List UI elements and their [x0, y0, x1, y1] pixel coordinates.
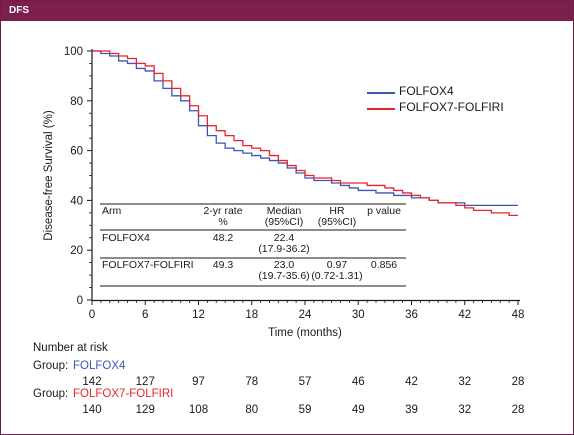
stats-table-header: HR	[329, 205, 345, 217]
risk-count: 39	[405, 404, 418, 416]
risk-count: 59	[298, 404, 312, 416]
risk-count: 32	[458, 404, 472, 416]
risk-count: 28	[511, 404, 525, 416]
risk-count: 46	[351, 376, 365, 388]
stats-table-header: Median	[267, 205, 302, 217]
x-tick-label: 0	[89, 309, 95, 321]
legend-label-1: FOLFOX4	[399, 84, 454, 98]
risk-count: 57	[298, 376, 312, 388]
stats-table-cell: (17.9-36.2)	[258, 243, 309, 255]
risk-count: 80	[245, 404, 259, 416]
y-tick-label: 40	[70, 195, 83, 207]
risk-count: 42	[405, 376, 418, 388]
stats-table-cell: 0.856	[371, 259, 397, 271]
stats-table-cell: 23.0	[274, 259, 295, 271]
figure-header: DFS	[1, 1, 573, 21]
stats-table-cell: 22.4	[274, 232, 295, 244]
x-tick-label: 36	[405, 309, 418, 321]
km-curve-1	[92, 50, 518, 207]
stats-table-cell: 49.3	[213, 259, 234, 271]
risk-group-prefix-2: Group:	[33, 388, 69, 400]
y-tick-label: 20	[70, 245, 83, 257]
risk-group-name-2: FOLFOX7-FOLFIRI	[73, 388, 174, 400]
stats-table-cell: (0.72-1.31)	[311, 270, 362, 282]
risk-group-prefix-1: Group:	[33, 360, 69, 372]
risk-count: 127	[135, 376, 155, 388]
risk-count: 49	[351, 404, 365, 416]
y-tick-label: 80	[70, 96, 83, 108]
x-tick-label: 12	[192, 309, 205, 321]
risk-count: 78	[245, 376, 259, 388]
risk-count: 32	[458, 376, 472, 388]
x-tick-label: 30	[352, 309, 365, 321]
risk-count: 97	[192, 376, 205, 388]
risk-count: 28	[511, 376, 525, 388]
legend-label-2: FOLFOX7-FOLFIRI	[399, 100, 504, 114]
stats-table-cell: 48.2	[213, 232, 234, 244]
x-tick-label: 42	[458, 309, 471, 321]
figure-title: DFS	[9, 5, 29, 16]
y-axis-label: Disease-free Survival (%)	[43, 110, 55, 241]
x-axis-label: Time (months)	[268, 327, 342, 339]
x-tick-label: 48	[512, 309, 525, 321]
y-tick-label: 0	[77, 295, 83, 307]
x-tick-label: 6	[142, 309, 148, 321]
stats-table-header: p value	[367, 205, 401, 217]
risk-table-title: Number at risk	[33, 342, 108, 354]
stats-table-header: %	[218, 216, 227, 228]
risk-count: 108	[188, 404, 209, 416]
km-curve-2	[92, 50, 518, 216]
y-tick-label: 100	[64, 46, 83, 58]
y-tick-label: 60	[70, 146, 83, 158]
legend-swatch-2	[367, 108, 395, 110]
stats-table-header: (95%CI)	[318, 216, 357, 228]
stats-table-cell: (19.7-35.6)	[258, 270, 309, 282]
stats-table-cell: FOLFOX4	[102, 232, 150, 244]
risk-count: 140	[82, 404, 102, 416]
stats-table-cell: 0.97	[327, 259, 348, 271]
stats-table-header: (95%CI)	[265, 216, 304, 228]
risk-count: 142	[82, 376, 102, 388]
stats-table-cell: FOLFOX7-FOLFIRI	[102, 259, 194, 271]
risk-count: 129	[135, 404, 155, 416]
risk-group-name-1: FOLFOX4	[73, 360, 126, 372]
x-tick-label: 24	[299, 309, 312, 321]
stats-table-header: 2-yr rate	[203, 205, 242, 217]
legend-swatch-1	[367, 92, 395, 94]
x-tick-label: 18	[245, 309, 258, 321]
stats-table-header: Arm	[102, 205, 122, 217]
